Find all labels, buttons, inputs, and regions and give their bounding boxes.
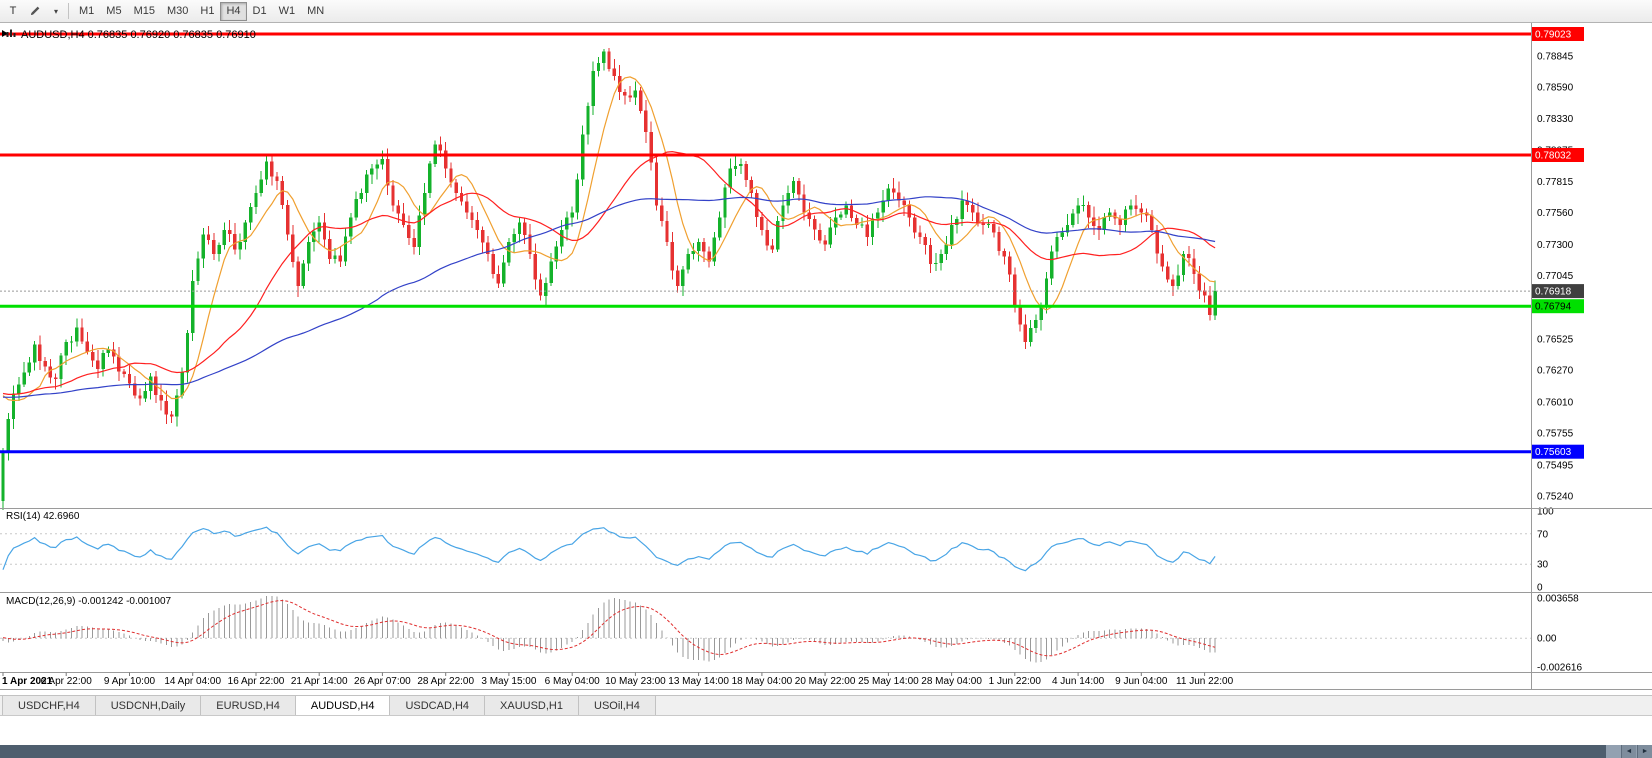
scrollbar-thumb[interactable] — [0, 745, 1606, 758]
time-axis-label: 1 Apr 2021 — [2, 676, 53, 687]
price-badge-0.78032: 0.78032 — [1532, 148, 1584, 162]
timeframe-button-w1[interactable]: W1 — [278, 5, 296, 17]
price-axis-label: 0.77560 — [1537, 208, 1574, 219]
price-axis-label: 0.78590 — [1537, 82, 1574, 93]
time-axis-label: 3 May 15:00 — [481, 676, 536, 687]
price-badge-0.76918: 0.76918 — [1532, 284, 1584, 299]
timeframe-button-m5[interactable]: M5 — [106, 5, 122, 17]
chevron-down-icon[interactable]: ▾ — [54, 6, 59, 16]
price-axis-label: 0.75755 — [1537, 429, 1574, 440]
time-axis-label: 28 Apr 22:00 — [417, 676, 474, 687]
time-axis-label: 1 Jun 22:00 — [989, 676, 1042, 687]
price-axis-label: 0.75240 — [1537, 492, 1574, 503]
chart-tab-audusd-h4[interactable]: AUDUSD,H4 — [295, 696, 391, 715]
chart-plot-area[interactable] — [0, 23, 1531, 689]
rsi-axis-label: 30 — [1537, 560, 1549, 571]
moving-average-slow — [2, 196, 1216, 398]
chart-tab-eurusd-h4[interactable]: EURUSD,H4 — [201, 696, 296, 715]
time-axis-label: 9 Jun 04:00 — [1115, 676, 1168, 687]
chart-tab-usoil-h4[interactable]: USOil,H4 — [579, 696, 656, 715]
time-axis-label: 16 Apr 22:00 — [228, 676, 285, 687]
time-axis-label: 28 May 04:00 — [921, 676, 982, 687]
draw-tool-button[interactable] — [23, 2, 48, 21]
time-axis-label: 9 Apr 10:00 — [104, 676, 156, 687]
price-badge-0.79023: 0.79023 — [1532, 27, 1584, 41]
svg-text:0.76918: 0.76918 — [1535, 287, 1572, 298]
macd-axis-label: 0.00 — [1537, 634, 1557, 645]
price-axis-label: 0.78845 — [1537, 51, 1574, 62]
svg-text:0.79023: 0.79023 — [1535, 30, 1572, 41]
moving-average-medium — [2, 150, 1216, 395]
macd-axis-label: 0.003658 — [1537, 594, 1579, 605]
time-axis-label: 26 Apr 07:00 — [354, 676, 411, 687]
time-axis-label: 21 Apr 14:00 — [291, 676, 348, 687]
svg-text:0.78032: 0.78032 — [1535, 151, 1572, 162]
price-axis-label: 0.77300 — [1537, 240, 1574, 251]
svg-text:0.76794: 0.76794 — [1535, 302, 1572, 313]
scroll-right-icon[interactable]: ► — [1637, 745, 1652, 758]
rsi-axis-label: 70 — [1537, 529, 1549, 540]
rsi-axis-label: 100 — [1537, 507, 1554, 518]
time-axis-label: 14 Apr 04:00 — [164, 676, 221, 687]
rsi-axis-label: 0 — [1537, 583, 1543, 594]
top-toolbar: T ▾ M1 M5 M15 M30 H1 H4 D1 W1 MN — [0, 0, 1652, 23]
rsi-line — [2, 526, 1216, 572]
pencil-icon — [29, 3, 42, 19]
macd-axis-label: -0.002616 — [1537, 663, 1582, 674]
toolbar-separator — [68, 3, 70, 19]
price-axis-label: 0.76270 — [1537, 366, 1574, 377]
timeframe-button-m30[interactable]: M30 — [166, 5, 189, 17]
macd-histogram — [2, 596, 1216, 663]
scroll-left-icon[interactable]: ◄ — [1621, 745, 1636, 758]
price-badge-0.75603: 0.75603 — [1532, 444, 1584, 459]
time-axis-label: 6 Apr 22:00 — [41, 676, 93, 687]
chart-tab-xauusd-h1[interactable]: XAUUSD,H1 — [485, 696, 579, 715]
time-axis-label: 25 May 14:00 — [858, 676, 919, 687]
price-axis-label: 0.77045 — [1537, 271, 1574, 282]
chart-tabs-bar: USDCHF,H4 USDCNH,Daily EURUSD,H4 AUDUSD,H4 U… — [0, 695, 1652, 716]
svg-text:0.75603: 0.75603 — [1535, 447, 1572, 458]
time-axis-label: 18 May 04:00 — [732, 676, 793, 687]
time-axis-label: 11 Jun 22:00 — [1176, 676, 1234, 687]
horizontal-scrollbar: ◄ ► — [0, 745, 1652, 758]
timeframe-button-m15[interactable]: M15 — [133, 5, 155, 17]
price-axis-label: 0.78330 — [1537, 114, 1574, 125]
text-tool-button[interactable]: T — [9, 5, 17, 17]
price-axis-label: 0.76525 — [1537, 335, 1574, 346]
timeframe-button-d1[interactable]: D1 — [252, 5, 267, 17]
macd-signal-line — [2, 599, 1216, 657]
price-badge-0.76794: 0.76794 — [1532, 299, 1584, 314]
time-axis-label: 10 May 23:00 — [605, 676, 666, 687]
timeframe-button-h1[interactable]: H1 — [200, 5, 215, 17]
chart-tab-usdcad-h4[interactable]: USDCAD,H4 — [390, 696, 486, 715]
chart-tab-usdchf-h4[interactable]: USDCHF,H4 — [2, 696, 96, 715]
chart-tab-usdcnh-daily[interactable]: USDCNH,Daily — [95, 696, 202, 715]
price-axis-label: 0.76010 — [1537, 397, 1574, 408]
time-axis-label: 6 May 04:00 — [545, 676, 600, 687]
time-axis-label: 4 Jun 14:00 — [1052, 676, 1105, 687]
chart-start-marker — [2, 30, 8, 37]
time-axis-label: 13 May 14:00 — [668, 676, 729, 687]
price-axis-label: 0.75495 — [1537, 460, 1574, 471]
time-axis-label: 20 May 22:00 — [795, 676, 856, 687]
timeframe-button-mn[interactable]: MN — [307, 5, 325, 17]
moving-average-fast — [2, 76, 1216, 402]
timeframe-group: M1 M5 M15 M30 H1 H4 D1 W1 MN — [73, 1, 330, 21]
price-axis-label: 0.77815 — [1537, 177, 1574, 188]
timeframe-button-m1[interactable]: M1 — [79, 5, 95, 17]
timeframe-button-h4[interactable]: H4 — [220, 1, 247, 21]
